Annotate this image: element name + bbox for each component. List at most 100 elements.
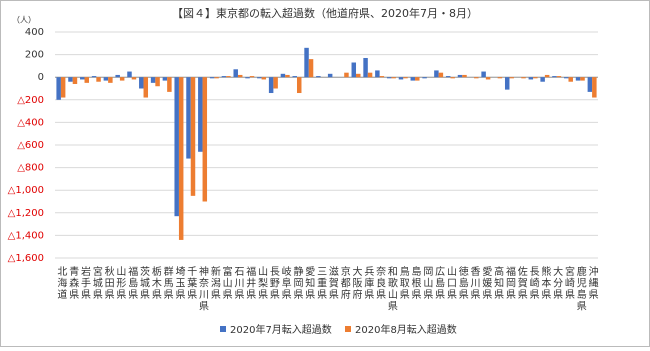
bar [233, 69, 238, 78]
bar [379, 76, 385, 78]
bar [308, 59, 314, 78]
x-tick-label: 広島県 [433, 265, 445, 301]
x-tick-label: 千葉県 [185, 266, 197, 301]
bar [509, 77, 514, 79]
bar [367, 72, 373, 78]
bar [391, 77, 396, 79]
x-tick-label: 福岡県 [503, 265, 515, 301]
bar [178, 77, 184, 240]
bar [214, 77, 219, 79]
bar [304, 47, 309, 78]
bar [80, 77, 85, 80]
x-tick-label: 徳島県 [456, 265, 468, 301]
x-tick-label: 鳥取県 [397, 265, 409, 301]
x-tick-label: 長野県 [267, 266, 279, 301]
bar [556, 76, 562, 78]
x-tick-label: 埼玉県 [173, 265, 185, 301]
y-tick-label: △600 [17, 140, 44, 151]
x-tick-label: 山形県 [114, 266, 126, 301]
x-tick-label: 佐賀県 [515, 266, 527, 301]
x-tick-label: 山梨県 [256, 266, 268, 301]
bar [127, 71, 132, 78]
bar [450, 77, 455, 79]
x-tick-label: 岡山県 [421, 266, 433, 301]
y-tick-label: △200 [17, 95, 44, 106]
legend-label: 2020年7月転入超過数 [230, 323, 332, 336]
x-tick-label: 秋田県 [102, 265, 114, 301]
chart-title: 【図４】東京都の転入超過数（他道府県、2020年7月・8月） [172, 6, 478, 20]
x-tick-label: 京都府 [338, 265, 350, 301]
bar [245, 77, 250, 79]
x-tick-label: 愛知県 [303, 265, 315, 301]
y-tick-label: △1,000 [8, 185, 44, 196]
bar [462, 74, 467, 78]
x-tick-label: 宮城県 [90, 265, 102, 301]
y-tick-label: 200 [25, 50, 44, 61]
bar [504, 77, 510, 90]
x-tick-label: 富山県 [220, 265, 232, 301]
bar [60, 77, 66, 98]
bar [162, 77, 168, 81]
x-tick-label: 熊本県 [539, 265, 551, 301]
x-tick-label: 島根県 [409, 265, 421, 301]
bar [209, 77, 215, 79]
bar [587, 77, 593, 92]
bar [119, 77, 125, 81]
x-tick-label: 兵庫県 [362, 265, 374, 301]
bar [528, 77, 534, 80]
bar [457, 74, 463, 78]
x-tick-label: 和歌山県 [385, 266, 397, 312]
y-tick-label: △1,600 [8, 253, 44, 264]
bar [434, 70, 439, 78]
bar [190, 77, 196, 196]
bar [552, 76, 557, 78]
bar [139, 77, 144, 89]
bar [344, 72, 349, 78]
bar [481, 71, 486, 78]
x-tick-label: 北海道 [55, 266, 67, 301]
x-tick-label: 愛媛県 [480, 265, 492, 301]
x-tick-label: 宮崎県 [562, 265, 574, 301]
x-tick-label: 福井県 [244, 265, 256, 301]
bar [268, 77, 274, 94]
bar [363, 57, 368, 78]
x-tick-label: 新潟県 [208, 265, 220, 301]
x-tick-label: 香川県 [468, 266, 480, 301]
bar [91, 76, 97, 78]
bar [415, 77, 420, 81]
bar [174, 77, 179, 217]
bar [237, 74, 243, 78]
bar [410, 77, 416, 81]
bar [198, 77, 203, 152]
bar [150, 77, 156, 83]
bar [296, 77, 302, 94]
x-tick-label: 石川県 [232, 266, 244, 301]
bar [143, 77, 149, 98]
bar [564, 77, 569, 79]
bar [155, 77, 160, 87]
bar [285, 74, 290, 78]
bar [221, 76, 227, 78]
bar [257, 77, 262, 79]
bar [544, 74, 550, 78]
x-tick-label: 大阪府 [350, 265, 362, 301]
x-tick-label: 滋賀県 [326, 265, 338, 301]
x-tick-label: 山口県 [444, 266, 456, 301]
bar [568, 77, 573, 82]
x-tick-label: 岐阜県 [279, 265, 291, 301]
bar [592, 77, 597, 98]
y-tick-label: △800 [17, 163, 44, 174]
y-tick-label: △1,400 [8, 230, 44, 241]
bar [356, 73, 361, 78]
legend-swatch [220, 326, 226, 332]
bar [72, 77, 78, 84]
bar [351, 62, 357, 78]
x-tick-label: 三重県 [315, 266, 327, 301]
bar [474, 77, 479, 79]
bar [167, 77, 172, 92]
bar [533, 77, 538, 79]
bar [280, 73, 286, 78]
bar [386, 77, 392, 79]
